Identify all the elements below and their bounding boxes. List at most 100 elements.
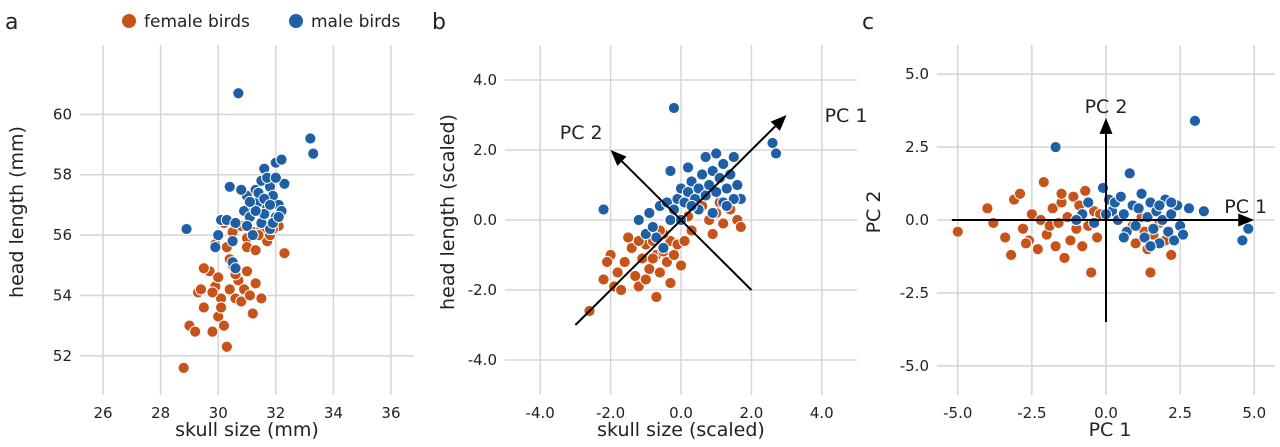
panel-a-point-female xyxy=(278,247,291,260)
panel-a-y-tick-label: 56 xyxy=(53,226,72,244)
panel-c-point-male xyxy=(1132,202,1145,215)
panel-b-point-male xyxy=(731,178,744,192)
panel-a-point-male xyxy=(229,262,242,275)
panel-b-point-male xyxy=(724,168,737,181)
panel-b-point-female xyxy=(667,248,681,262)
panel-c-x-tick-labels: -5.0 -2.5 0.0 2.5 5.0 xyxy=(943,404,1266,422)
panel-a-point-female xyxy=(246,307,259,320)
panel-b-pc1-arrow-line xyxy=(574,125,776,326)
panel-b-point-female xyxy=(639,273,652,286)
panel-b-point-female xyxy=(678,234,691,248)
panel-a-y-tick-label: 58 xyxy=(53,166,72,184)
panel-c-point-female xyxy=(1085,266,1098,279)
panel-b-pc2-arrowhead xyxy=(610,150,627,166)
panel-b-point-female xyxy=(600,255,614,269)
panel-a-point-female xyxy=(240,265,254,278)
panel-a-point-male xyxy=(223,180,236,193)
panel-a-y-tick-label: 54 xyxy=(53,286,72,304)
panel-a-x-axis-title: skull size (mm) xyxy=(175,419,319,441)
panel-c-point-female xyxy=(1049,240,1062,253)
panel-b-point-male xyxy=(667,101,681,115)
panel-c-point-male xyxy=(1197,205,1210,218)
panel-b-y-tick-label: -2.0 xyxy=(468,281,497,299)
panel-b-point-female xyxy=(706,227,719,241)
panel-c-pc1-label: PC 1 xyxy=(1224,196,1267,218)
panel-b-point-female xyxy=(650,290,663,304)
panel-a-point-male xyxy=(263,198,277,212)
panel-a-point-female xyxy=(249,277,262,290)
panel-b-y-tick-label: 2.0 xyxy=(473,141,497,159)
panel-c-point-female xyxy=(1005,248,1018,262)
panel-b-point-female xyxy=(646,252,659,265)
panel-letter-a: a xyxy=(5,10,18,35)
panel-b-point-male xyxy=(681,161,695,174)
panel-c-point-male xyxy=(1117,231,1130,244)
panel-c-y-tick-label: 2.5 xyxy=(905,138,929,156)
panel-c-point-female xyxy=(1037,175,1050,189)
panel-c-y-tick-labels: -5.0 -2.5 0.0 2.5 5.0 xyxy=(900,65,929,375)
panel-c-y-axis-title: PC 2 xyxy=(863,191,885,234)
panel-letter-c: c xyxy=(862,10,874,35)
panel-b-point-male xyxy=(664,213,677,227)
panel-c: PC 1 PC 2 -5.0 -2.5 0.0 2.5 5.0 -5.0 -2.5 0.0 2.… xyxy=(863,45,1275,441)
panel-c-x-axis-title: PC 1 xyxy=(1089,419,1132,441)
panel-b-point-male xyxy=(720,182,733,195)
panel-c-points xyxy=(951,114,1255,279)
panel-a-point-female xyxy=(197,301,210,314)
panel-b-x-tick-label: 0.0 xyxy=(669,404,693,422)
panel-a-point-female xyxy=(197,262,210,275)
panel-b-point-female xyxy=(717,217,730,230)
panel-a-point-male xyxy=(212,228,225,242)
panel-c-pc-arrows: PC 1 PC 2 xyxy=(951,96,1267,323)
panel-c-point-female xyxy=(981,202,994,215)
panel-a-point-female xyxy=(212,271,225,284)
panel-c-point-male xyxy=(1188,114,1202,127)
legend-label-female: female birds xyxy=(144,12,250,32)
panel-b-x-tick-label: 2.0 xyxy=(739,404,763,422)
panel-b-point-female xyxy=(622,231,635,244)
panel-a-point-female xyxy=(220,340,233,353)
panel-c-x-tick-label: -5.0 xyxy=(943,404,972,422)
panel-a-point-female xyxy=(255,292,268,305)
panel-a-y-tick-label: 52 xyxy=(53,347,72,365)
panel-a-x-tick-label: 34 xyxy=(324,404,343,422)
panel-c-x-tick-label: 5.0 xyxy=(1242,404,1266,422)
panel-b-point-male xyxy=(727,150,740,164)
panel-c-point-female xyxy=(1144,266,1157,279)
panel-b-point-female xyxy=(653,266,666,279)
panel-c-pc2-arrowhead xyxy=(1099,117,1113,134)
panel-a-point-male xyxy=(180,222,193,236)
panel-a-point-male xyxy=(272,210,285,224)
panel-a-x-tick-labels: 26 28 30 32 34 36 xyxy=(93,404,400,422)
panel-c-point-female xyxy=(1165,248,1178,262)
panel-a-point-male xyxy=(229,216,242,230)
panel-c-point-female xyxy=(1091,231,1104,244)
legend-marker-female xyxy=(122,14,136,28)
panel-b-point-male xyxy=(632,213,645,227)
panel-a-point-female xyxy=(235,295,248,308)
panel-b-point-male xyxy=(664,164,677,178)
legend-marker-male xyxy=(289,14,303,28)
panel-b-point-male xyxy=(717,157,730,171)
panel-c-point-male xyxy=(1138,231,1151,244)
panel-b-pc2-label: PC 2 xyxy=(560,122,603,144)
panel-a-y-tick-labels: 52 54 56 58 60 xyxy=(53,105,72,364)
panel-c-point-female xyxy=(951,225,964,238)
panel-a-point-male xyxy=(209,241,222,254)
panel-b-point-male xyxy=(766,136,779,150)
panel-a-point-male xyxy=(243,195,256,208)
panel-a-x-tick-label: 36 xyxy=(381,404,400,422)
panel-c-point-male xyxy=(1114,190,1127,203)
panel-c-y-tick-label: 0.0 xyxy=(905,211,929,229)
panel-c-point-male xyxy=(1049,140,1062,154)
panel-a-point-male xyxy=(278,177,291,190)
panel-c-point-female xyxy=(999,231,1012,244)
panel-b-point-male xyxy=(597,203,610,216)
panel-a-x-tick-label: 28 xyxy=(151,404,170,422)
panel-b-point-female xyxy=(629,269,642,283)
panel-b-y-tick-label: -4.0 xyxy=(468,351,497,369)
panel-b-y-tick-label: 0.0 xyxy=(473,211,497,229)
panel-c-point-female xyxy=(1079,184,1092,197)
panel-a-point-male xyxy=(246,228,259,242)
panel-b-point-male xyxy=(657,241,670,255)
